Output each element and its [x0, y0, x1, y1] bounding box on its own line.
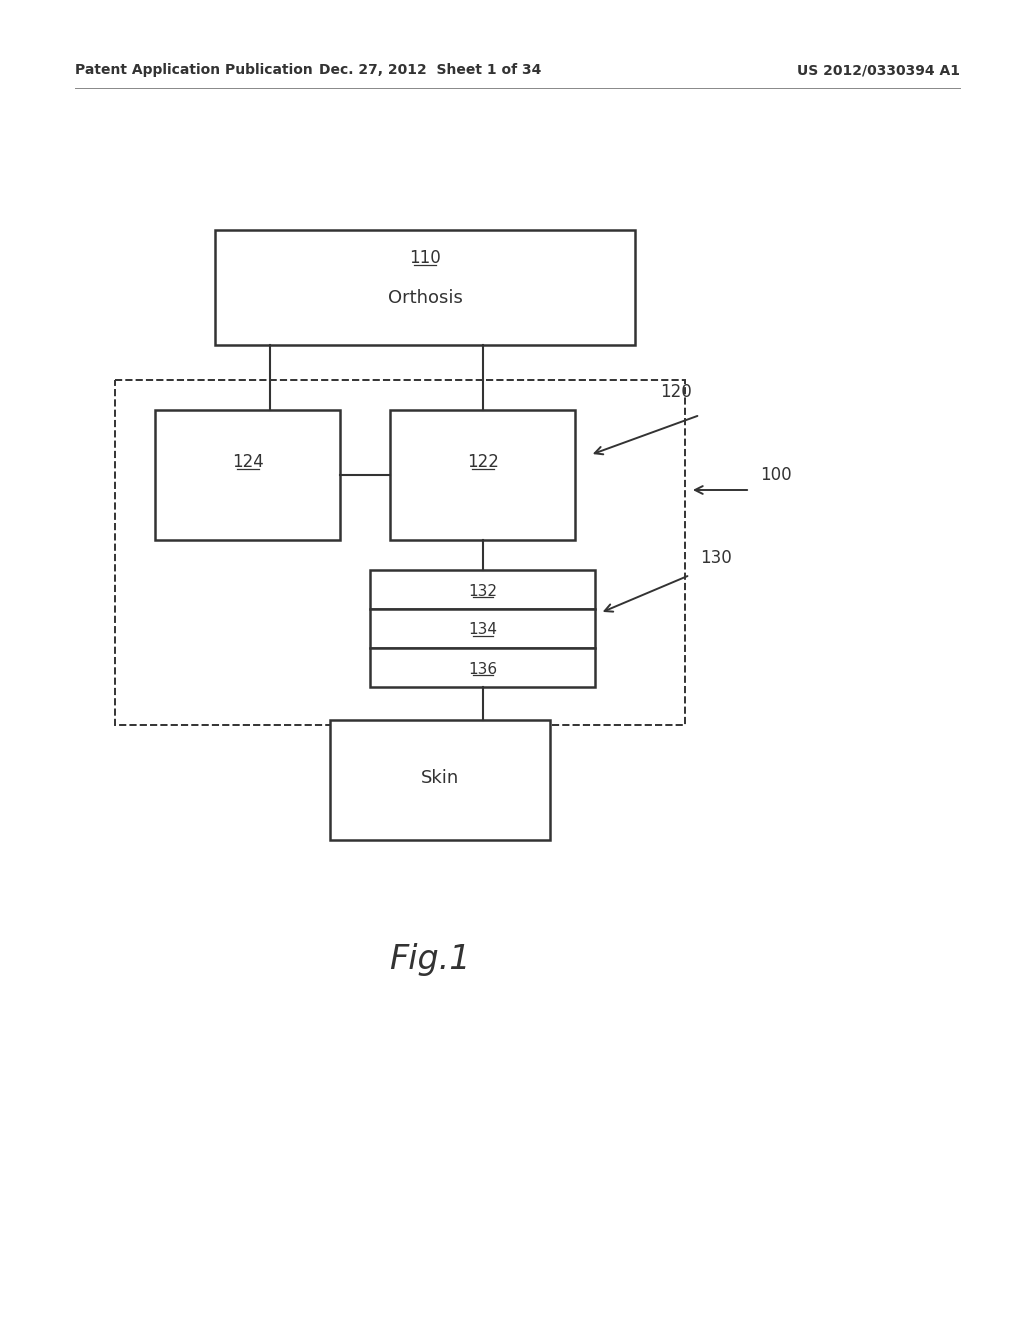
Bar — [370, 609, 595, 648]
Text: 124: 124 — [232, 453, 264, 471]
Bar — [155, 411, 340, 540]
Text: 132: 132 — [469, 583, 498, 598]
Text: 120: 120 — [660, 383, 692, 401]
Bar — [115, 380, 685, 725]
Text: US 2012/0330394 A1: US 2012/0330394 A1 — [797, 63, 961, 77]
Text: 130: 130 — [700, 549, 732, 568]
Text: Dec. 27, 2012  Sheet 1 of 34: Dec. 27, 2012 Sheet 1 of 34 — [318, 63, 542, 77]
Text: 136: 136 — [468, 661, 498, 676]
Text: 110: 110 — [410, 249, 441, 267]
Text: Orthosis: Orthosis — [387, 289, 463, 308]
Bar — [390, 411, 575, 540]
Text: 100: 100 — [760, 466, 792, 484]
Bar — [330, 719, 550, 840]
Text: 122: 122 — [467, 453, 499, 471]
Text: Fig.1: Fig.1 — [389, 944, 471, 977]
Bar — [370, 570, 595, 609]
Text: Skin: Skin — [421, 770, 459, 787]
Bar — [215, 230, 635, 345]
Text: Patent Application Publication: Patent Application Publication — [75, 63, 312, 77]
Bar — [370, 648, 595, 686]
Text: 134: 134 — [469, 623, 498, 638]
